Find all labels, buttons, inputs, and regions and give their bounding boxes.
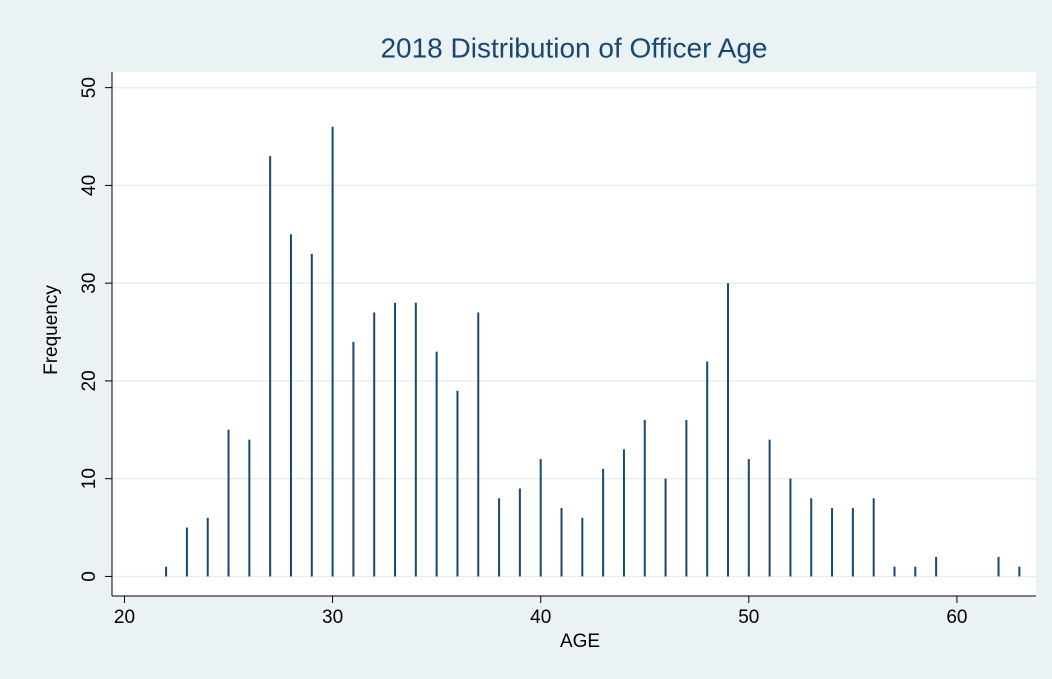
x-tick-label: 30 xyxy=(322,607,343,628)
x-axis-label: AGE xyxy=(560,631,600,652)
y-tick-label: 20 xyxy=(79,370,100,391)
x-tick-label: 40 xyxy=(530,607,551,628)
x-tick-label: 50 xyxy=(738,607,759,628)
y-axis-label: Frequency xyxy=(41,285,62,375)
y-tick-label: 10 xyxy=(79,468,100,489)
y-tick-label: 30 xyxy=(79,273,100,294)
x-tick-label: 20 xyxy=(114,607,135,628)
y-tick-label: 0 xyxy=(79,571,100,582)
plot-area xyxy=(112,72,1036,596)
y-tick-label: 40 xyxy=(79,175,100,196)
chart-title: 2018 Distribution of Officer Age xyxy=(380,32,767,63)
y-tick-label: 50 xyxy=(79,77,100,98)
x-tick-label: 60 xyxy=(946,607,967,628)
